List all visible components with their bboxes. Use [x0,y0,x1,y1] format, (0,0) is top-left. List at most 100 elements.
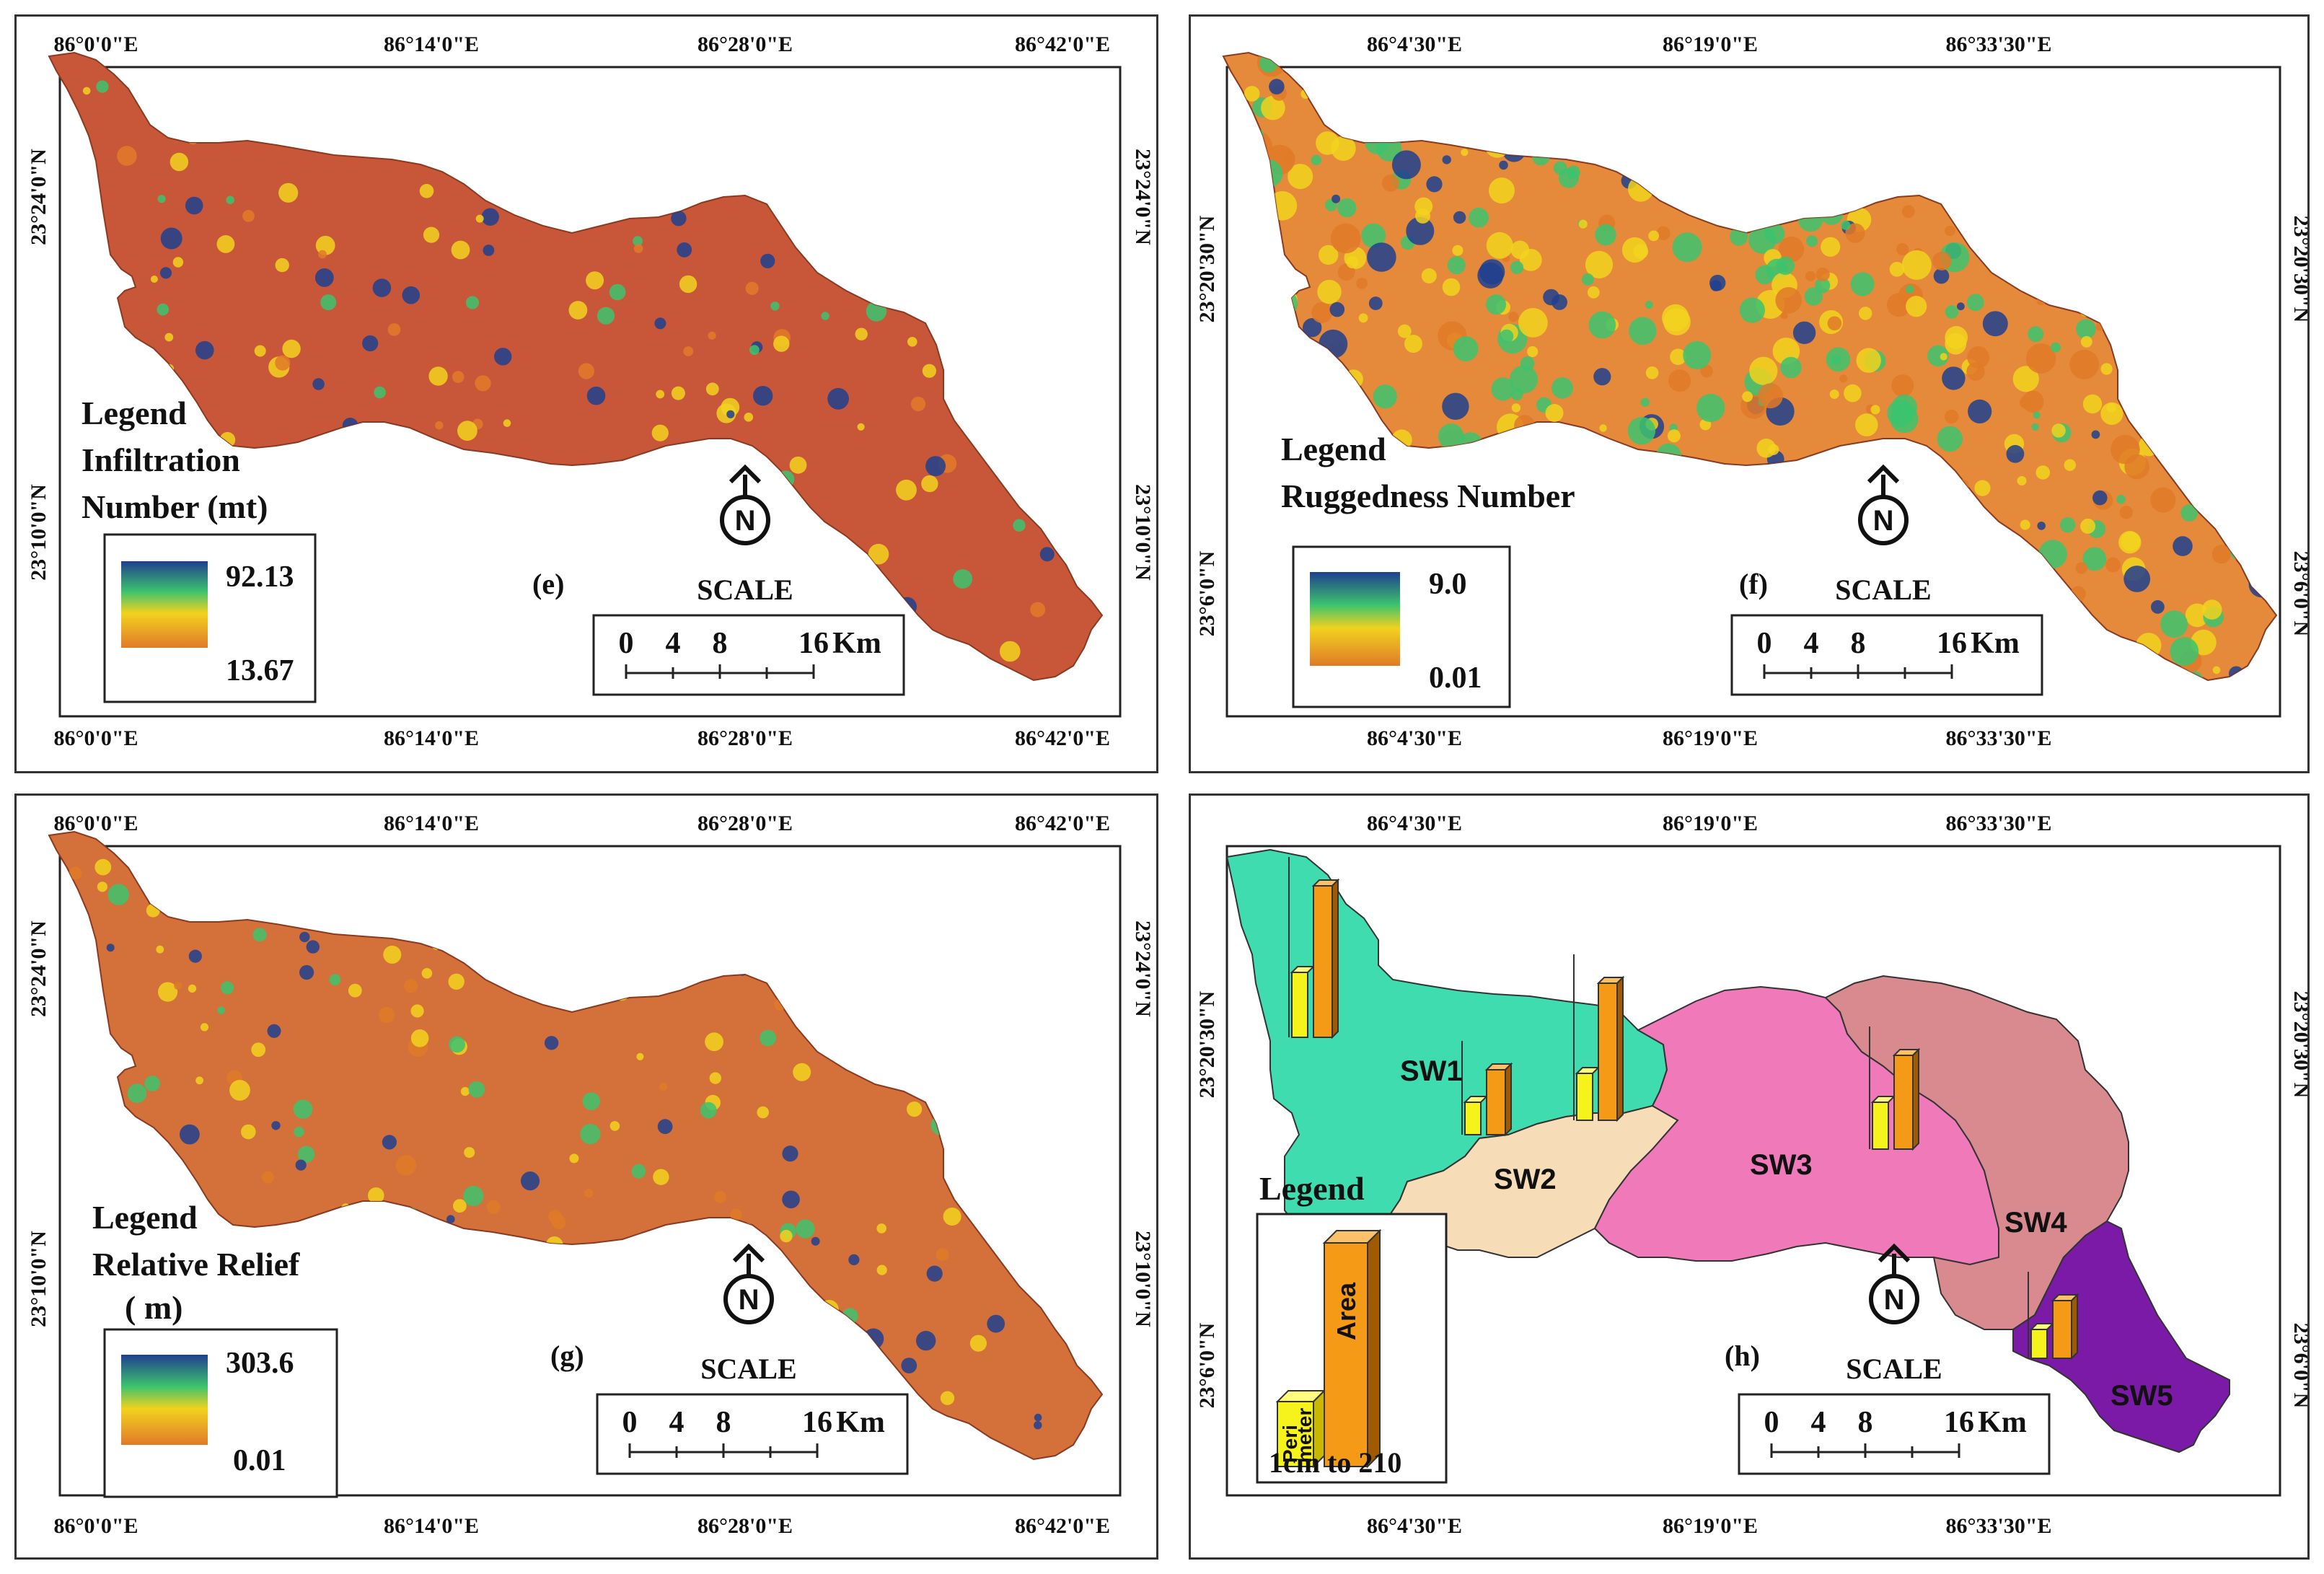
raster-cell [753,386,773,406]
raster-cell [2051,342,2061,353]
raster-cell [1361,223,1386,248]
raster-cell [1298,351,1317,369]
raster-cell [1945,333,1967,355]
raster-cell [444,1377,457,1389]
raster-cell [1598,150,1611,162]
raster-cell [1486,294,1507,315]
raster-cell [475,214,484,223]
panel-label: (g) [550,1340,584,1372]
raster-cell [821,312,829,320]
raster-cell [927,173,938,184]
legend-low-value: 0.01 [233,1444,286,1477]
map-legend: Legend Peri meter Area 1cm to 210 [1256,1170,1448,1484]
raster-cell [955,377,964,387]
bar-segment [1598,982,1618,1121]
raster-cell [1511,403,1521,413]
raster-cell [969,1335,987,1352]
raster-cell [2208,419,2228,439]
top-tick-label: 86°14'0"E [384,32,479,56]
raster-cell [475,375,491,392]
raster-cell [1390,521,1407,537]
panel-label: (e) [532,568,564,600]
raster-cell [1047,902,1068,923]
raster-cell [1940,353,1947,361]
raster-cell [1558,167,1579,188]
raster-cell [135,858,157,879]
raster-cell [855,327,868,340]
raster-cell [1821,237,1841,257]
raster-cell [2105,187,2115,198]
raster-cell [1828,146,1852,170]
raster-cell [2033,411,2041,419]
raster-cell [1545,404,1564,422]
raster-cell [1827,316,1842,331]
top-tick-label: 86°14'0"E [384,812,479,835]
raster-cell [1551,682,1560,691]
raster-cell [1453,102,1479,128]
raster-cell [852,844,874,866]
raster-cell [1097,943,1102,960]
raster-cell [609,283,626,301]
raster-cell [278,183,299,203]
raster-cell [446,57,455,66]
map-canvas-e: 86°0'0"E 86°14'0"E 86°28'0"E 86°42'0"E 8… [27,32,1155,750]
raster-cell [100,1083,110,1094]
raster-cell [1381,174,1399,192]
raster-cell [1668,81,1697,109]
raster-cell [850,68,871,89]
raster-cell [770,302,780,311]
raster-cell [819,1363,841,1384]
raster-cell [2071,129,2092,151]
raster-cell [216,235,235,253]
raster-cell [576,1259,598,1281]
bar-segment [1893,1055,1914,1150]
raster-cell [2241,516,2271,546]
raster-cell [1463,97,1471,105]
panel-label: (f) [1739,568,1768,600]
raster-cell [1872,53,1887,67]
raster-cell [1966,294,1984,312]
raster-cell [531,1444,542,1456]
left-tick-label: 23°10'0"N [27,1231,50,1327]
raster-cell [314,268,334,287]
raster-cell [705,1032,723,1052]
raster-cell [2139,380,2148,390]
raster-cell [700,1102,717,1119]
raster-cell [1655,455,1666,466]
raster-cell [2180,504,2198,522]
raster-cell [651,424,669,441]
raster-cell [1240,484,1264,509]
raster-cell [793,1063,811,1081]
raster-cell [1699,84,1716,102]
raster-cell [2051,423,2066,438]
raster-cell [354,58,375,79]
raster-cell [149,1174,168,1192]
raster-cell [511,1363,521,1372]
raster-cell [1039,547,1055,562]
raster-cell [119,56,128,65]
raster-cell [1935,524,1962,551]
subwatershed-sw5 [2012,1220,2230,1454]
raster-cell [720,913,742,936]
raster-cell [2108,133,2132,158]
top-tick-label: 86°0'0"E [54,812,138,835]
raster-cell [2017,476,2027,485]
bar-segment [1291,972,1308,1038]
raster-cell [326,614,342,630]
map-panel-relative-relief: 86°0'0"E 86°14'0"E 86°28'0"E 86°42'0"E 8… [14,793,1158,1560]
raster-cell [990,355,1003,369]
raster-cell [1514,432,1524,443]
right-tick-label: 23°24'0"N [1131,149,1155,245]
raster-cell [559,1267,569,1278]
top-tick-label: 86°0'0"E [54,32,138,56]
raster-cell [1030,602,1046,617]
raster-cell [2082,394,2103,414]
raster-cell [709,1072,721,1084]
raster-cell [1442,155,1451,164]
raster-cell [378,1256,398,1275]
raster-cell [827,155,837,164]
raster-cell [730,1208,742,1221]
raster-cell [1034,869,1053,888]
raster-cell [760,253,775,268]
raster-cell [1906,296,1927,317]
